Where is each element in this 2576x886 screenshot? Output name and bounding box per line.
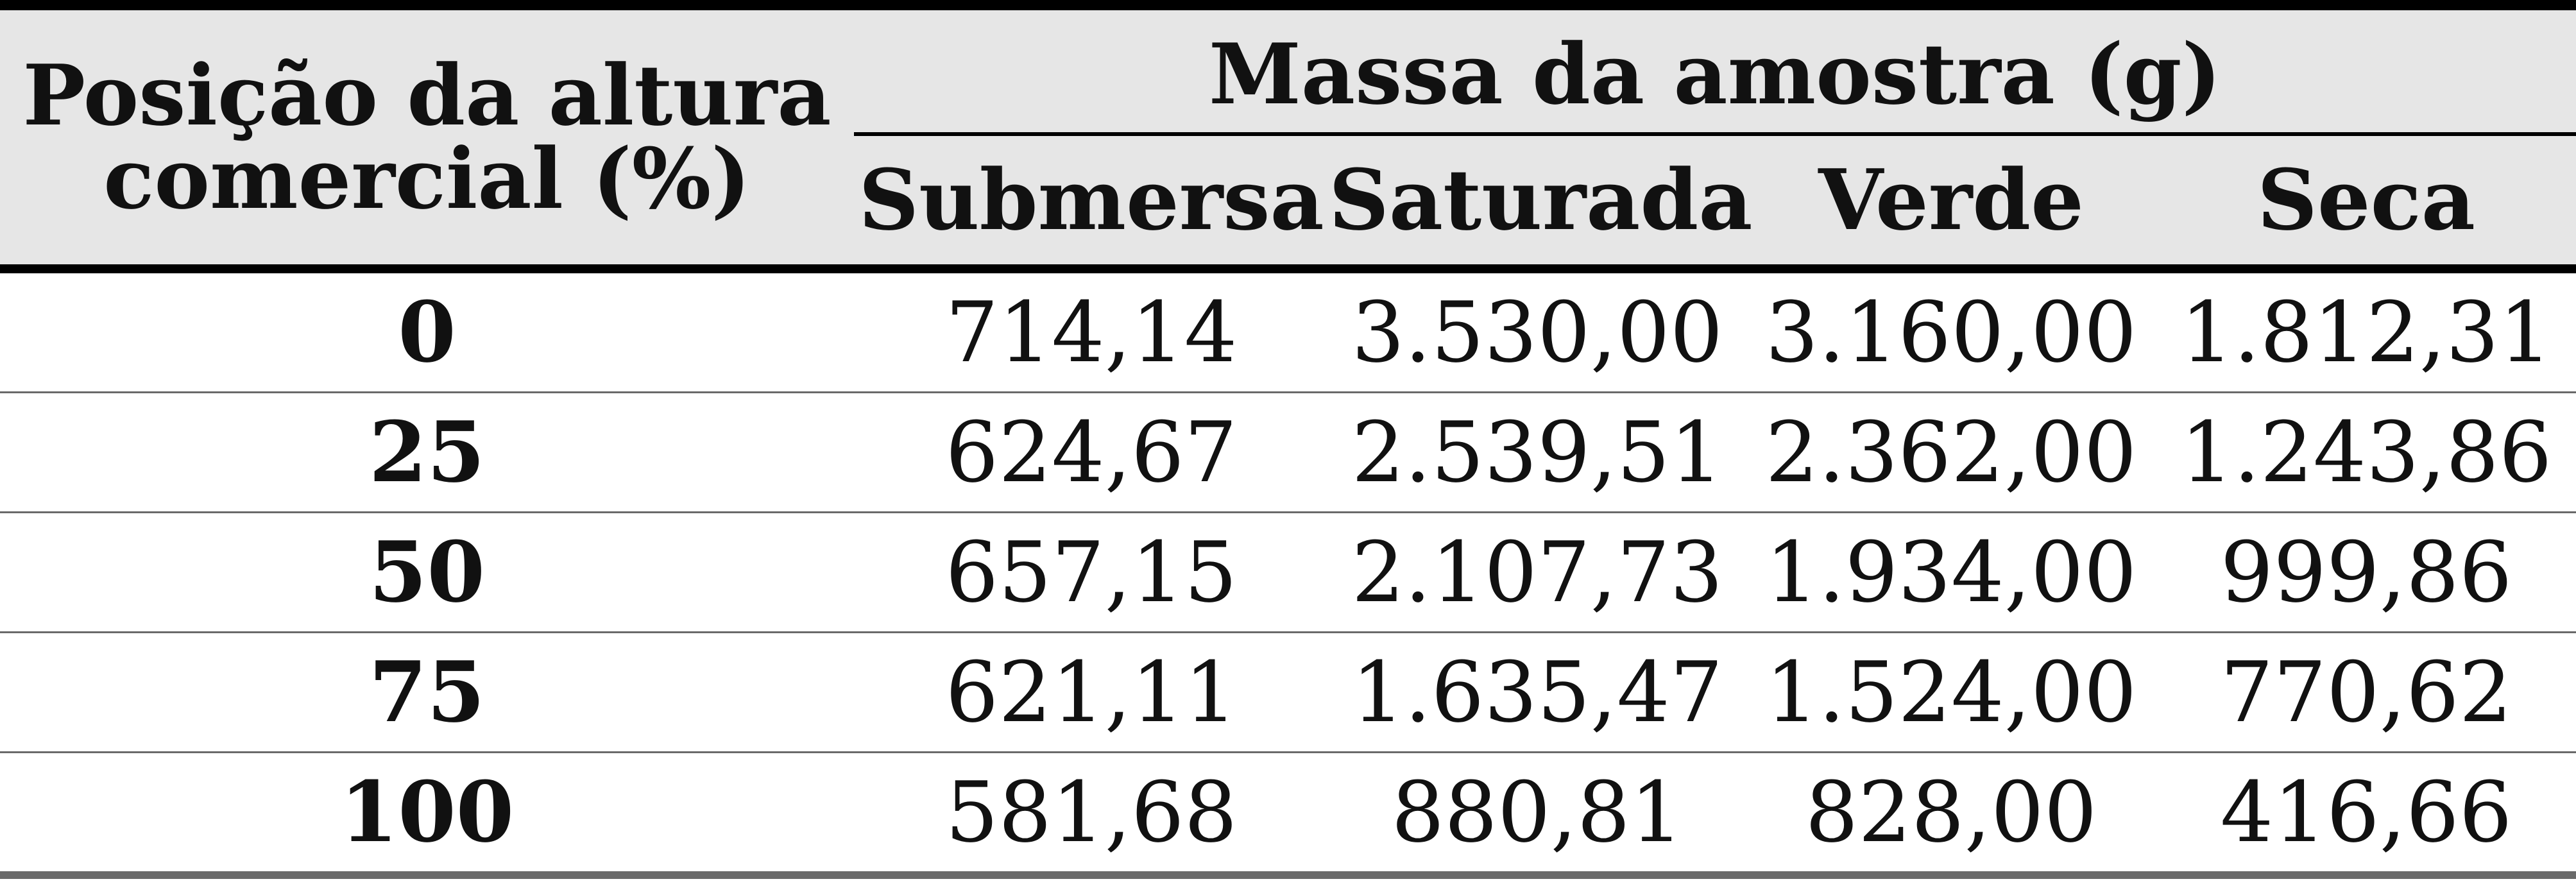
seca-cell: 1.243,86 (2156, 392, 2576, 513)
col-header-seca: Seca (2156, 132, 2576, 273)
position-header-line-1: Posição da altura (22, 46, 832, 144)
position-column-header: Posição da altura comercial (%) (0, 0, 854, 273)
col-header-verde: Verde (1746, 132, 2156, 273)
col-header-saturada: Saturada (1329, 132, 1753, 273)
mass-group-header: Massa da amostra (g) (854, 0, 2576, 134)
position-header-line-2: comercial (%) (103, 130, 751, 228)
submersa-cell: 657,15 (854, 512, 1329, 633)
position-cell: 100 (0, 752, 854, 879)
position-cell: 75 (0, 632, 854, 753)
verde-cell: 828,00 (1746, 752, 2156, 879)
header-row-sub: Submersa Saturada Verde Seca (0, 132, 2576, 273)
verde-cell: 2.362,00 (1746, 392, 2156, 513)
saturada-cell: 2.539,51 (1329, 392, 1746, 513)
table-row: 75 621,11 1.635,47 1.524,00 770,62 (0, 632, 2576, 753)
mass-group-title: Massa da amostra (g) (1209, 25, 2222, 123)
table-row: 0 714,14 3.530,00 3.160,00 1.812,31 (0, 269, 2576, 393)
saturada-cell: 3.530,00 (1329, 269, 1746, 393)
position-cell: 50 (0, 512, 854, 633)
verde-cell: 3.160,00 (1746, 269, 2156, 393)
seca-cell: 770,62 (2156, 632, 2576, 753)
seca-cell: 999,86 (2156, 512, 2576, 633)
submersa-cell: 581,68 (854, 752, 1329, 879)
submersa-cell: 621,11 (854, 632, 1329, 753)
verde-cell: 1.524,00 (1746, 632, 2156, 753)
submersa-cell: 714,14 (854, 269, 1329, 393)
seca-cell: 1.812,31 (2156, 269, 2576, 393)
position-cell: 25 (0, 392, 854, 513)
seca-cell: 416,66 (2156, 752, 2576, 879)
table-header: Posição da altura comercial (%) Massa da… (0, 0, 2576, 273)
verde-cell: 1.934,00 (1746, 512, 2156, 633)
saturada-cell: 1.635,47 (1329, 632, 1746, 753)
table-row: 50 657,15 2.107,73 1.934,00 999,86 (0, 512, 2576, 633)
submersa-cell: 624,67 (854, 392, 1329, 513)
saturada-cell: 880,81 (1329, 752, 1746, 879)
table-row: 25 624,67 2.539,51 2.362,00 1.243,86 (0, 392, 2576, 513)
saturada-cell: 2.107,73 (1329, 512, 1746, 633)
header-row-top: Posição da altura comercial (%) Massa da… (0, 0, 2576, 273)
position-cell: 0 (0, 269, 854, 393)
table-row: 100 581,68 880,81 828,00 416,66 (0, 752, 2576, 879)
col-header-submersa: Submersa (854, 132, 1329, 273)
table-body: 0 714,14 3.530,00 3.160,00 1.812,31 25 6… (0, 269, 2576, 879)
